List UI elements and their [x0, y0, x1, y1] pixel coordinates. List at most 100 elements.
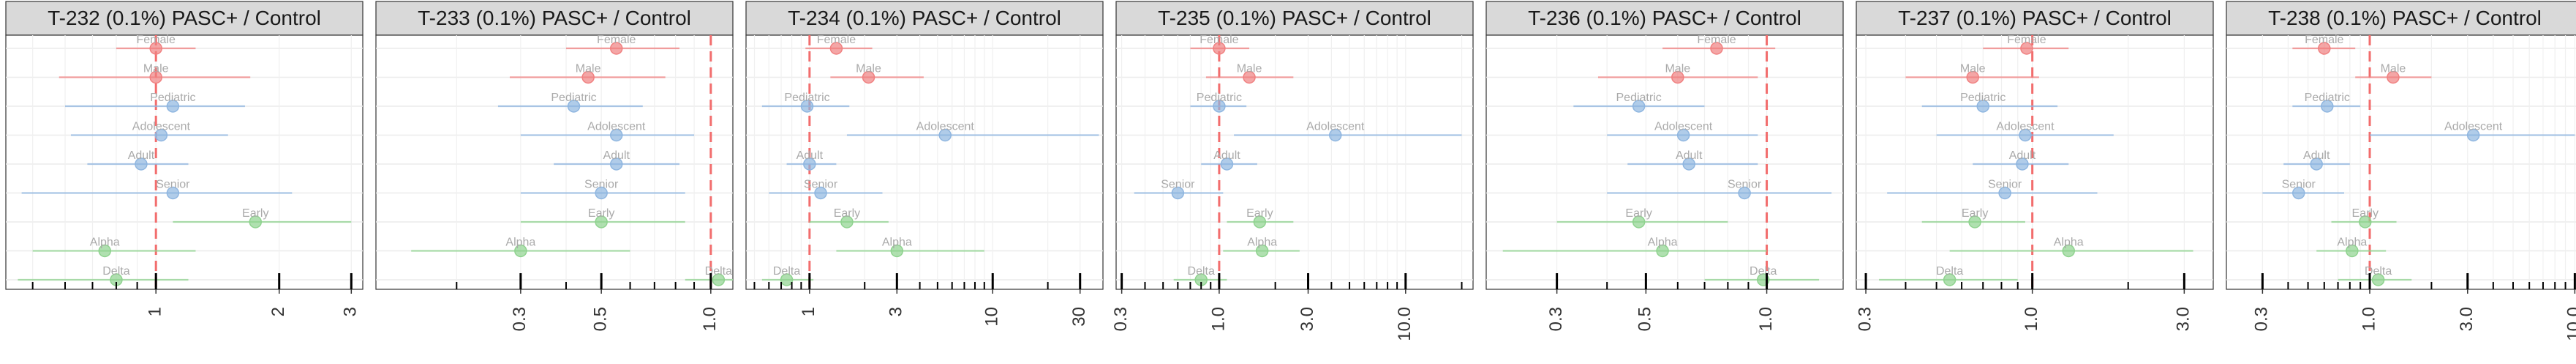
- panel-5: T-236 (0.1%) PASC+ / Control Female Male Pe…: [1485, 1, 1844, 331]
- point-estimate-female: [829, 42, 843, 55]
- x-tick-label: 3.0: [2174, 307, 2193, 331]
- point-estimate-senior: [595, 186, 608, 200]
- point-label-early: Early: [242, 207, 268, 220]
- point-estimate-senior: [1998, 186, 2011, 200]
- point-estimate-adolescent: [154, 128, 168, 142]
- point-estimate-alpha: [1656, 244, 1669, 258]
- point-label-adolescent: Adolescent: [132, 121, 191, 133]
- point-estimate-male: [149, 70, 162, 84]
- point-label-male: Male: [1960, 63, 1986, 75]
- point-label-alpha: Alpha: [2054, 237, 2084, 249]
- point-label-pediatric: Pediatric: [150, 92, 195, 104]
- x-tick-label: 1.0: [700, 307, 720, 331]
- point-estimate-early: [249, 215, 263, 229]
- x-tick-label: 10: [982, 307, 1002, 327]
- panel-title: T-237 (0.1%) PASC+ / Control: [1898, 7, 2172, 29]
- point-estimate-male: [1243, 70, 1256, 84]
- point-label-senior: Senior: [1161, 179, 1195, 191]
- panel-title: T-235 (0.1%) PASC+ / Control: [1158, 7, 1431, 29]
- point-estimate-senior: [166, 186, 180, 200]
- point-label-male: Male: [1237, 63, 1262, 75]
- point-estimate-pediatric: [1213, 100, 1226, 113]
- x-tick-label: 3: [886, 307, 906, 316]
- x-tick-label: 30: [1069, 307, 1089, 327]
- point-estimate-alpha: [2062, 244, 2076, 258]
- point-estimate-early: [1968, 215, 1981, 229]
- point-label-pediatric: Pediatric: [1616, 92, 1662, 104]
- point-label-early: Early: [1246, 207, 1273, 220]
- point-label-delta: Delta: [2365, 265, 2392, 278]
- point-label-adolescent: Adolescent: [1996, 121, 2055, 133]
- point-estimate-senior: [814, 186, 827, 200]
- point-label-adult: Adult: [796, 149, 824, 162]
- point-label-alpha: Alpha: [90, 237, 120, 249]
- panel-title: T-236 (0.1%) PASC+ / Control: [1528, 7, 1801, 29]
- x-tick-label: 1: [799, 307, 818, 316]
- point-estimate-pediatric: [800, 100, 814, 113]
- panel-strip: [375, 1, 734, 36]
- point-estimate-female: [609, 42, 623, 55]
- panel-7: T-238 (0.1%) PASC+ / Control Female Male Pe…: [2226, 1, 2576, 341]
- point-estimate-pediatric: [166, 100, 180, 113]
- point-estimate-early: [1632, 215, 1646, 229]
- x-tick-label: 0.3: [1855, 307, 1875, 331]
- point-label-male: Male: [143, 63, 169, 75]
- point-estimate-adult: [1220, 157, 1234, 171]
- point-estimate-female: [1213, 42, 1226, 55]
- point-estimate-early: [2358, 215, 2372, 229]
- point-label-early: Early: [1625, 207, 1652, 220]
- point-estimate-female: [2318, 42, 2331, 55]
- panel-title: T-234 (0.1%) PASC+ / Control: [788, 7, 1061, 29]
- point-label-alpha: Alpha: [1648, 237, 1678, 249]
- point-label-delta: Delta: [1750, 265, 1777, 278]
- point-label-female: Female: [597, 34, 636, 46]
- point-estimate-adult: [2016, 157, 2029, 171]
- point-label-alpha: Alpha: [882, 237, 912, 249]
- panel-strip: [745, 1, 1104, 36]
- point-label-early: Early: [1962, 207, 1988, 220]
- panel-strip: [1485, 1, 1844, 36]
- point-estimate-senior: [2292, 186, 2305, 200]
- point-estimate-adult: [803, 157, 816, 171]
- panel-strip: [1115, 1, 1474, 36]
- point-label-early: Early: [588, 207, 614, 220]
- panel-title: T-238 (0.1%) PASC+ / Control: [2268, 7, 2542, 29]
- point-label-adolescent: Adolescent: [2444, 121, 2503, 133]
- point-label-female: Female: [1200, 34, 1238, 46]
- panel-strip: [1856, 1, 2214, 36]
- point-label-adolescent: Adolescent: [1654, 121, 1713, 133]
- point-label-female: Female: [2007, 34, 2046, 46]
- point-label-senior: Senior: [584, 179, 619, 191]
- x-tick-label: 10.0: [2564, 307, 2576, 341]
- point-estimate-female: [1710, 42, 1723, 55]
- x-tick-label: 0.5: [1635, 307, 1655, 331]
- point-estimate-adolescent: [1329, 128, 1342, 142]
- point-estimate-delta: [712, 273, 726, 286]
- x-tick-label: 10.0: [1395, 307, 1415, 341]
- point-estimate-adult: [609, 157, 623, 171]
- panel-strip: [2226, 1, 2576, 36]
- point-estimate-alpha: [514, 244, 527, 258]
- point-estimate-alpha: [2346, 244, 2359, 258]
- point-label-senior: Senior: [1728, 179, 1762, 191]
- point-estimate-early: [840, 215, 854, 229]
- point-estimate-early: [595, 215, 608, 229]
- point-estimate-senior: [1738, 186, 1751, 200]
- point-estimate-delta: [780, 273, 794, 286]
- point-label-pediatric: Pediatric: [784, 92, 829, 104]
- point-estimate-adolescent: [2019, 128, 2032, 142]
- point-label-pediatric: Pediatric: [1960, 92, 2006, 104]
- point-estimate-female: [2020, 42, 2033, 55]
- point-estimate-pediatric: [1632, 100, 1646, 113]
- x-tick-label: 0.5: [590, 307, 610, 331]
- x-tick-label: 3.0: [2457, 307, 2477, 331]
- x-tick-label: 0.3: [2252, 307, 2272, 331]
- point-label-female: Female: [137, 34, 176, 46]
- point-estimate-male: [581, 70, 595, 84]
- point-label-female: Female: [1697, 34, 1736, 46]
- point-label-male: Male: [1665, 63, 1690, 75]
- point-label-adolescent: Adolescent: [916, 121, 975, 133]
- point-label-adult: Adult: [2009, 149, 2036, 162]
- point-label-adult: Adult: [2303, 149, 2330, 162]
- point-label-alpha: Alpha: [505, 237, 535, 249]
